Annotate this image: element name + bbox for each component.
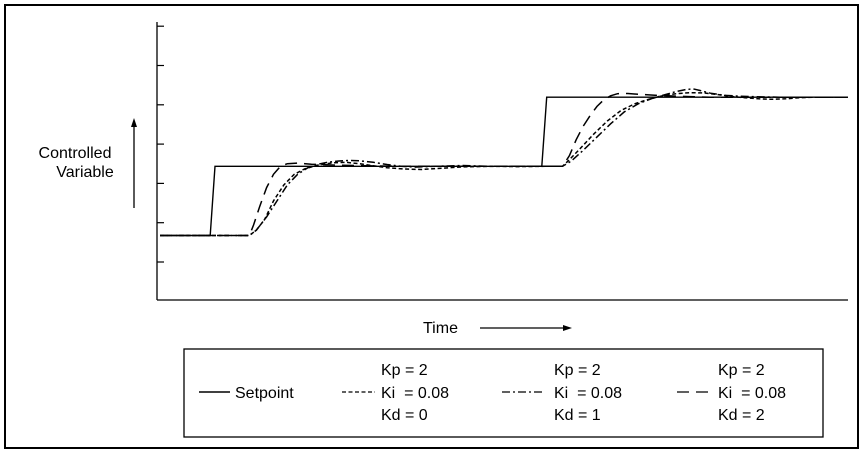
legend-col1-ki: Ki = 0.08 (381, 385, 449, 402)
x-axis-label: Time (423, 320, 458, 337)
figure-frame (4, 4, 859, 449)
legend-col3-ki: Ki = 0.08 (718, 385, 786, 402)
y-ticks (157, 25, 164, 263)
legend-col2-ki: Ki = 0.08 (554, 385, 622, 402)
axes (156, 22, 848, 301)
legend-col3-kp: Kp = 2 (718, 362, 765, 379)
series-layer (160, 88, 848, 237)
y-axis-label-line-2: Variable (56, 164, 114, 181)
legend-col2-kp: Kp = 2 (554, 362, 601, 379)
legend-col1-kd: Kd = 0 (381, 407, 428, 424)
legend-col3-kd: Kd = 2 (718, 407, 765, 424)
legend-col1-kp: Kp = 2 (381, 362, 428, 379)
series-line-kd-1 (160, 88, 848, 237)
legend-box (183, 348, 824, 438)
arrow-up-icon (131, 118, 137, 208)
series-line-kd-0 (160, 91, 848, 237)
legend-col2-kd: Kd = 1 (554, 407, 601, 424)
y-axis-label-line-1: Controlled (39, 145, 112, 162)
legend-setpoint-label: Setpoint (235, 385, 294, 402)
legend: Setpoint Kp = 2 Ki = 0.08 Kd = 0 Kp = 2 … (183, 348, 824, 438)
arrow-right-icon (480, 325, 572, 331)
series-line-kd-2 (160, 92, 848, 237)
